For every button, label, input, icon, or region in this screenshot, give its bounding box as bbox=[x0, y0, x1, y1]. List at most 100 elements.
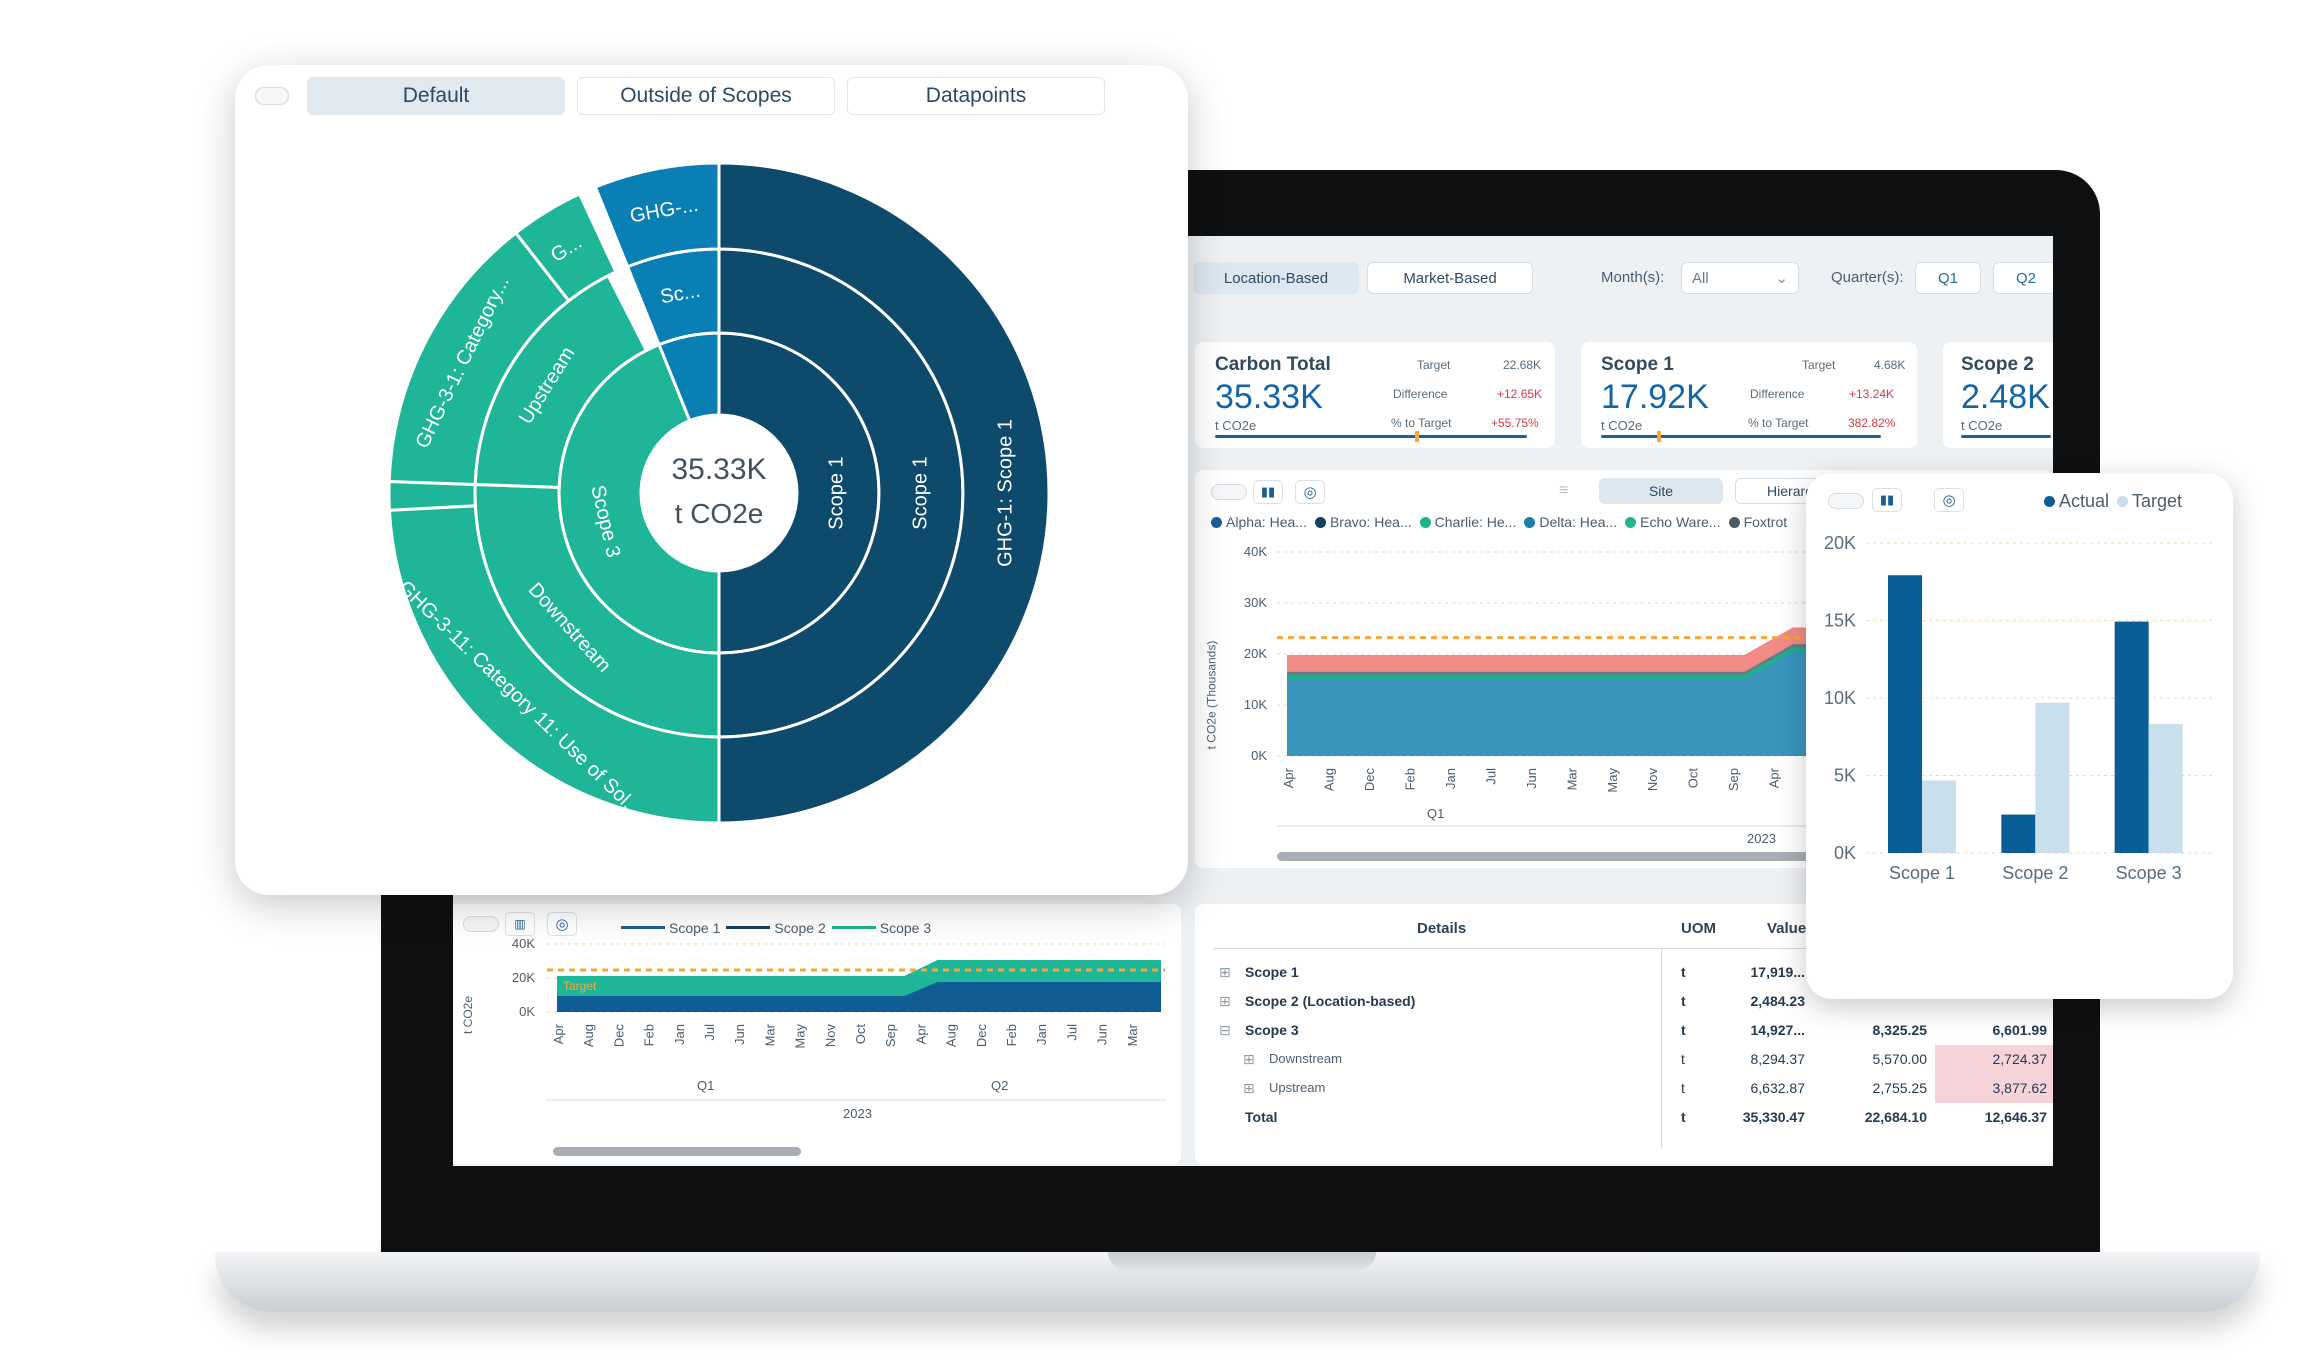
x-tick-label: Jun bbox=[732, 1024, 747, 1045]
sunburst-segment-cat11[interactable] bbox=[387, 504, 721, 825]
bar-target[interactable] bbox=[2148, 723, 2183, 853]
legend-item[interactable]: Alpha: Hea... bbox=[1211, 514, 1307, 530]
sunburst-segment-g[interactable] bbox=[513, 191, 618, 303]
tab-outside-of-scopes[interactable]: Outside of Scopes bbox=[577, 77, 835, 115]
kpi-target-label: Target bbox=[1802, 358, 1836, 372]
legend-item[interactable]: Scope 3 bbox=[831, 920, 931, 936]
quarter-q1-button[interactable]: Q1 bbox=[1915, 262, 1981, 294]
legend-item[interactable]: Scope 1 bbox=[621, 920, 720, 936]
bar-target[interactable] bbox=[1922, 780, 1956, 853]
y-tick-label: 10K bbox=[1824, 688, 1856, 708]
x-tick-label: Apr bbox=[1767, 767, 1782, 788]
actual-vs-target-bar-chart: 20K 15K 10K 5K 0K Scope 1 Scope 2 Scope 3 bbox=[1824, 533, 2216, 883]
legend-label: Scope 2 bbox=[774, 919, 826, 936]
sunburst-segment-ghg-2[interactable] bbox=[593, 161, 721, 269]
bar-actual[interactable] bbox=[2001, 814, 2036, 853]
sunburst-segment-ghg-1[interactable] bbox=[717, 161, 1051, 825]
x-tick-label: Dec bbox=[611, 1024, 626, 1048]
area-series[interactable] bbox=[1287, 651, 1975, 756]
x-tick-label: Aug bbox=[944, 1024, 959, 1047]
kpi-difference-value: +12.65K bbox=[1497, 387, 1543, 401]
bar-chart-icon[interactable]: ▮▮ bbox=[1872, 488, 1902, 512]
legend-item[interactable]: Scope 2 bbox=[726, 919, 826, 936]
legend-item[interactable]: Delta: Hea... bbox=[1524, 514, 1617, 530]
tab-market-based[interactable]: Market-Based bbox=[1367, 262, 1533, 294]
chart-settings-icon[interactable]: ◎ bbox=[547, 912, 577, 936]
kpi-progress-bar bbox=[1601, 435, 1881, 438]
view-toggle[interactable] bbox=[255, 87, 289, 105]
x-tick-label: Mar bbox=[762, 1023, 777, 1046]
legend-item[interactable]: Target bbox=[2117, 491, 2182, 512]
bar-actual[interactable] bbox=[2114, 621, 2149, 853]
table-row[interactable]: Total t 35,330.47 22,684.10 12,646.37 bbox=[1195, 1103, 2053, 1132]
bar-target[interactable] bbox=[2035, 702, 2070, 853]
table-row[interactable]: ⊞ Scope 1 t 17,919... bbox=[1195, 958, 2053, 987]
bar-chart-icon[interactable]: ▮▮ bbox=[1253, 480, 1283, 504]
legend-swatch bbox=[621, 926, 665, 929]
row-uom: t bbox=[1681, 1109, 1686, 1125]
sunburst-center bbox=[643, 417, 795, 569]
center-value: 35.33K bbox=[671, 453, 766, 486]
legend-item[interactable]: Foxtrot bbox=[1728, 514, 1787, 530]
kpi-unit: t CO2e bbox=[1215, 418, 1257, 433]
y-tick-label: 40K bbox=[512, 936, 535, 951]
bar-legend: Actual Target bbox=[2044, 491, 2224, 511]
stacked-bar-icon[interactable]: ▥ bbox=[505, 912, 535, 936]
sunburst-segment-small[interactable] bbox=[387, 479, 477, 512]
collapse-icon[interactable]: ⊟ bbox=[1219, 1022, 1231, 1038]
legend-label: Actual bbox=[2059, 491, 2110, 511]
table-row[interactable]: ⊞ Downstream t 8,294.37 5,570.00 2,724.37 bbox=[1195, 1045, 2053, 1074]
kpi-value: 2.48K bbox=[1961, 378, 2050, 416]
kpi-card-carbon-total[interactable]: Carbon Total 35.33K t CO2e Target 22.68K… bbox=[1195, 342, 1555, 448]
table-row[interactable]: ⊞ Upstream t 6,632.87 2,755.25 3,877.62 bbox=[1195, 1074, 2053, 1103]
x-tick-label: Oct bbox=[1686, 768, 1701, 789]
kpi-target-value: 22.68K bbox=[1503, 358, 1542, 372]
tab-default[interactable]: Default bbox=[307, 77, 565, 115]
expand-icon[interactable]: ⊞ bbox=[1219, 993, 1231, 1009]
view-toggle[interactable] bbox=[1211, 484, 1247, 500]
tab-site[interactable]: Site bbox=[1599, 478, 1723, 504]
legend-item[interactable]: Bravo: Hea... bbox=[1314, 514, 1412, 530]
x-tick-label: Mar bbox=[1564, 767, 1579, 790]
sort-icon[interactable]: ≡ bbox=[1559, 482, 1569, 499]
kpi-target-marker bbox=[1414, 431, 1419, 442]
x-tick-label: Feb bbox=[1004, 1024, 1019, 1046]
legend-item[interactable]: Charlie: He... bbox=[1419, 514, 1516, 530]
x-tick-label: May bbox=[1605, 768, 1620, 793]
kpi-card-scope-1[interactable]: Scope 1 17.92K t CO2e Target 4.68K Diffe… bbox=[1581, 342, 1917, 448]
kpi-pct-value: +55.75% bbox=[1491, 416, 1539, 430]
x-tick-label: Jan bbox=[672, 1024, 687, 1045]
legend-swatch bbox=[1211, 516, 1222, 528]
tab-location-based[interactable]: Location-Based bbox=[1193, 262, 1359, 294]
chart-settings-icon[interactable]: ◎ bbox=[1295, 480, 1325, 504]
expand-icon[interactable]: ⊞ bbox=[1243, 1080, 1255, 1096]
view-toggle[interactable] bbox=[1828, 493, 1864, 509]
legend-swatch bbox=[2117, 496, 2129, 507]
target-label: Target bbox=[563, 979, 597, 993]
horizontal-scrollbar[interactable] bbox=[1277, 852, 1837, 861]
view-toggle[interactable] bbox=[463, 916, 499, 932]
area-series[interactable] bbox=[557, 982, 1161, 1012]
chevron-down-icon: ⌄ bbox=[1775, 270, 1788, 287]
row-value-2: 8,325.25 bbox=[1872, 1022, 1928, 1038]
x-tick-label: Dec bbox=[974, 1024, 989, 1048]
legend-item[interactable]: Echo Ware... bbox=[1625, 514, 1721, 530]
bar-actual[interactable] bbox=[1888, 575, 1922, 853]
month-select[interactable]: All ⌄ bbox=[1681, 262, 1799, 294]
kpi-target-value: 4.68K bbox=[1874, 358, 1906, 372]
chart-settings-icon[interactable]: ◎ bbox=[1934, 488, 1964, 512]
x-tick-label: Jul bbox=[1483, 768, 1498, 785]
row-value: 2,484.23 bbox=[1750, 993, 1806, 1009]
tab-datapoints[interactable]: Datapoints bbox=[847, 77, 1105, 115]
kpi-difference-value: +13.24K bbox=[1849, 387, 1895, 401]
table-row[interactable]: ⊞ Scope 2 (Location-based) t 2,484.23 bbox=[1195, 987, 2053, 1016]
x-tick-label: Aug bbox=[1321, 768, 1336, 791]
legend-item[interactable]: Actual bbox=[2044, 491, 2109, 512]
expand-icon[interactable]: ⊞ bbox=[1219, 964, 1231, 980]
quarter-q2-button[interactable]: Q2 bbox=[1993, 262, 2053, 294]
horizontal-scrollbar[interactable] bbox=[553, 1147, 801, 1156]
kpi-card-scope-2[interactable]: Scope 2 2.48K t CO2e bbox=[1943, 342, 2053, 448]
x-tick-label: Mar bbox=[1125, 1023, 1140, 1046]
expand-icon[interactable]: ⊞ bbox=[1243, 1051, 1255, 1067]
